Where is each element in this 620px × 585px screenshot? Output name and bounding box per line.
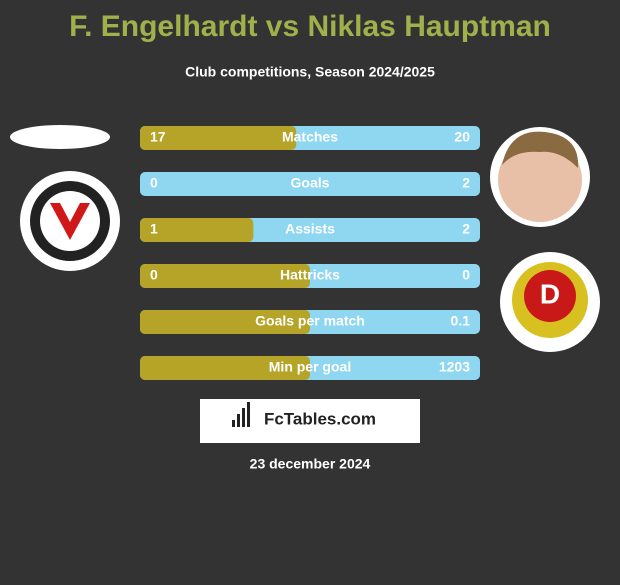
brand-name: FcTables.com bbox=[264, 409, 376, 428]
right-player-photo bbox=[490, 127, 590, 227]
right-value: 0 bbox=[462, 267, 470, 283]
right-value: 1203 bbox=[439, 359, 470, 375]
brand-icon bbox=[232, 402, 250, 427]
row-label: Goals per match bbox=[255, 313, 365, 329]
row-label: Goals bbox=[291, 175, 330, 191]
bar-left bbox=[140, 264, 310, 288]
row-label: Assists bbox=[285, 221, 335, 237]
date: 23 december 2024 bbox=[250, 456, 371, 472]
subtitle: Club competitions, Season 2024/2025 bbox=[185, 64, 435, 80]
left-value: 17 bbox=[150, 129, 166, 145]
left-club-logo bbox=[20, 171, 120, 271]
right-value: 2 bbox=[462, 221, 470, 237]
right-club-logo: D bbox=[500, 252, 600, 352]
title: F. Engelhardt vs Niklas Hauptman bbox=[69, 10, 551, 43]
bar-left bbox=[140, 126, 297, 150]
row-label: Min per goal bbox=[269, 359, 351, 375]
right-value: 20 bbox=[454, 129, 470, 145]
brand-box bbox=[200, 399, 420, 443]
left-value: 1 bbox=[150, 221, 158, 237]
bar-left bbox=[140, 356, 310, 380]
bar-left bbox=[140, 310, 310, 334]
right-value: 0.1 bbox=[451, 313, 471, 329]
left-value: 0 bbox=[150, 175, 158, 191]
right-value: 2 bbox=[462, 175, 470, 191]
row-label: Matches bbox=[282, 129, 338, 145]
row-label: Hattricks bbox=[280, 267, 340, 283]
bar-left bbox=[140, 218, 254, 242]
left-value: 0 bbox=[150, 267, 158, 283]
bar-right bbox=[140, 172, 480, 196]
svg-text:D: D bbox=[540, 278, 560, 309]
left-player-photo bbox=[10, 125, 110, 149]
